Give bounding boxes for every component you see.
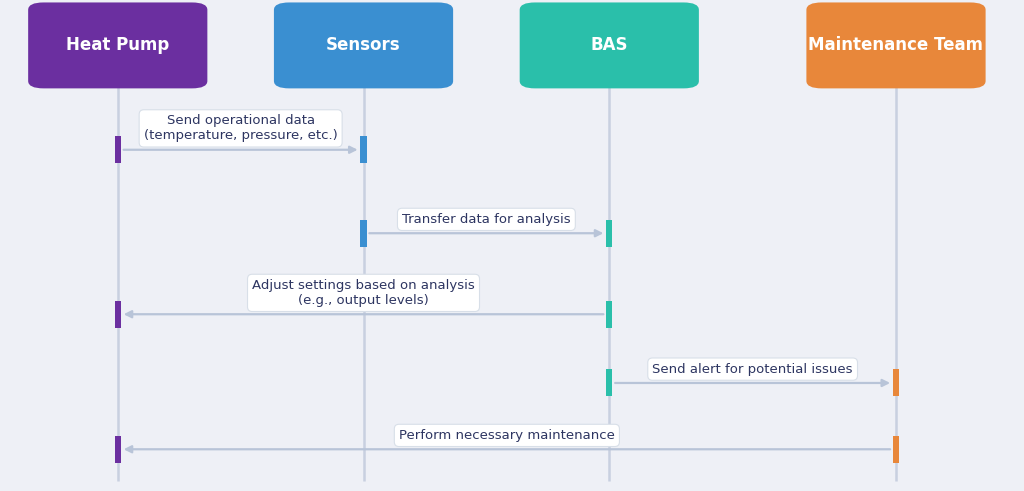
- Text: Transfer data for analysis: Transfer data for analysis: [402, 213, 570, 226]
- Text: Send operational data
(temperature, pressure, etc.): Send operational data (temperature, pres…: [143, 114, 338, 142]
- FancyBboxPatch shape: [360, 136, 367, 163]
- FancyBboxPatch shape: [606, 300, 612, 328]
- FancyBboxPatch shape: [606, 370, 612, 397]
- FancyBboxPatch shape: [273, 2, 453, 88]
- FancyBboxPatch shape: [893, 370, 899, 397]
- FancyBboxPatch shape: [807, 2, 985, 88]
- FancyBboxPatch shape: [29, 2, 207, 88]
- Text: Sensors: Sensors: [327, 36, 400, 55]
- FancyBboxPatch shape: [115, 136, 121, 163]
- Text: Adjust settings based on analysis
(e.g., output levels): Adjust settings based on analysis (e.g.,…: [252, 279, 475, 307]
- Text: Send alert for potential issues: Send alert for potential issues: [652, 363, 853, 376]
- FancyBboxPatch shape: [115, 300, 121, 328]
- FancyBboxPatch shape: [115, 436, 121, 463]
- Text: Perform necessary maintenance: Perform necessary maintenance: [399, 429, 614, 442]
- Text: BAS: BAS: [591, 36, 628, 55]
- FancyBboxPatch shape: [360, 220, 367, 247]
- Text: Maintenance Team: Maintenance Team: [809, 36, 983, 55]
- FancyBboxPatch shape: [606, 220, 612, 247]
- FancyBboxPatch shape: [893, 436, 899, 463]
- Text: Heat Pump: Heat Pump: [67, 36, 169, 55]
- FancyBboxPatch shape: [519, 2, 698, 88]
